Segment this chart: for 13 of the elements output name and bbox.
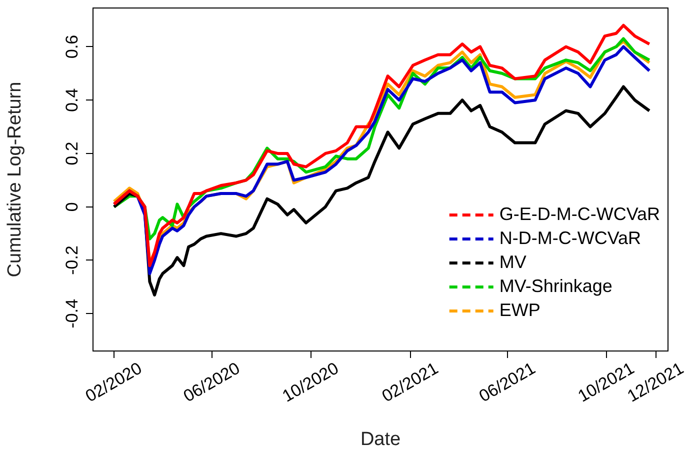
- legend-label: EWP: [499, 300, 540, 320]
- y-tick-label: 0.6: [62, 34, 82, 59]
- y-tick-label: -0.2: [62, 246, 82, 275]
- legend-label: N-D-M-C-WCVaR: [499, 228, 642, 248]
- x-axis-title: Date: [360, 428, 401, 450]
- y-tick-label: -0.4: [62, 298, 82, 328]
- legend-label: G-E-D-M-C-WCVaR: [499, 204, 660, 224]
- y-tick-label: 0: [62, 202, 82, 212]
- y-axis-title: Cumulative Log-Return: [4, 82, 26, 278]
- legend-label: MV-Shrinkage: [499, 276, 612, 296]
- legend-label: MV: [499, 252, 526, 272]
- y-tick-label: 0.4: [62, 88, 82, 112]
- y-tick-label: 0.2: [62, 142, 82, 166]
